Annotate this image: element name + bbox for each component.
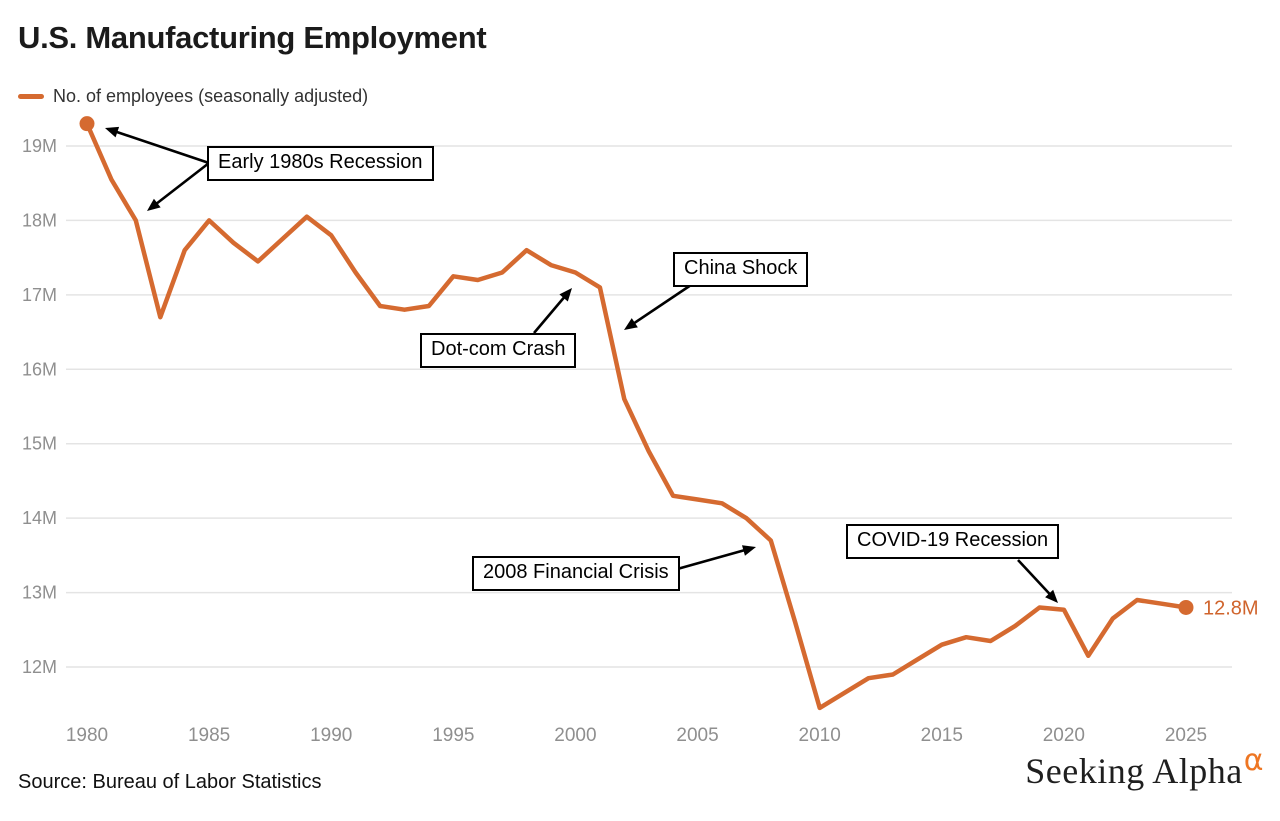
y-tick-label: 13M <box>22 583 57 603</box>
x-tick-label: 2000 <box>554 725 596 746</box>
annotation-arrowhead <box>147 198 161 211</box>
x-tick-label: 2025 <box>1165 725 1207 746</box>
annotation-covid-19-recession: COVID-19 Recession <box>846 524 1060 559</box>
x-tick-label: 1985 <box>188 725 230 746</box>
y-tick-label: 14M <box>22 508 57 528</box>
y-tick-label: 19M <box>22 136 57 156</box>
x-tick-label: 2015 <box>921 725 963 746</box>
source-note: Source: Bureau of Labor Statistics <box>18 771 322 793</box>
seeking-alpha-logo-text: Seeking Alpha <box>1025 751 1243 791</box>
x-tick-label: 1995 <box>432 725 474 746</box>
x-tick-label: 2010 <box>799 725 841 746</box>
x-tick-label: 2005 <box>676 725 718 746</box>
legend-line-swatch <box>18 94 44 99</box>
annotation-arrowhead <box>559 288 572 302</box>
y-tick-label: 17M <box>22 285 57 305</box>
y-tick-label: 16M <box>22 359 57 379</box>
legend: No. of employees (seasonally adjusted) <box>18 86 368 107</box>
employment-line <box>84 121 1189 711</box>
x-tick-label: 1980 <box>66 725 108 746</box>
legend-label: No. of employees (seasonally adjusted) <box>53 86 369 106</box>
y-tick-label: 15M <box>22 434 57 454</box>
end-value-label: 12.8M <box>1203 597 1259 619</box>
x-tick-label: 2020 <box>1043 725 1085 746</box>
annotation-arrowhead <box>105 126 120 138</box>
annotation-arrowhead <box>624 318 638 330</box>
alpha-icon: α <box>1243 743 1264 778</box>
chart-title: U.S. Manufacturing Employment <box>18 20 487 55</box>
annotation-dot-com-crash: Dot-com Crash <box>420 333 577 368</box>
seeking-alpha-logo: Seeking Alphaα <box>1025 743 1263 792</box>
annotation-arrow-line <box>533 294 568 334</box>
annotation-2008-financial-crisis: 2008 Financial Crisis <box>472 556 680 591</box>
end-point-marker <box>1178 599 1194 615</box>
annotation-arrow-line <box>1017 559 1053 598</box>
annotation-arrow-line <box>113 129 210 165</box>
annotation-arrowhead <box>1045 589 1058 603</box>
start-point-marker <box>79 116 95 132</box>
y-tick-label: 12M <box>22 657 57 677</box>
annotation-china-shock: China Shock <box>673 252 809 287</box>
x-tick-label: 1990 <box>310 725 352 746</box>
annotation-early-1980s-recession: Early 1980s Recession <box>207 146 434 181</box>
annotation-arrow-line <box>630 283 692 327</box>
y-tick-label: 18M <box>22 210 57 230</box>
annotation-arrowhead <box>741 545 756 556</box>
annotation-arrow-line <box>153 161 210 207</box>
